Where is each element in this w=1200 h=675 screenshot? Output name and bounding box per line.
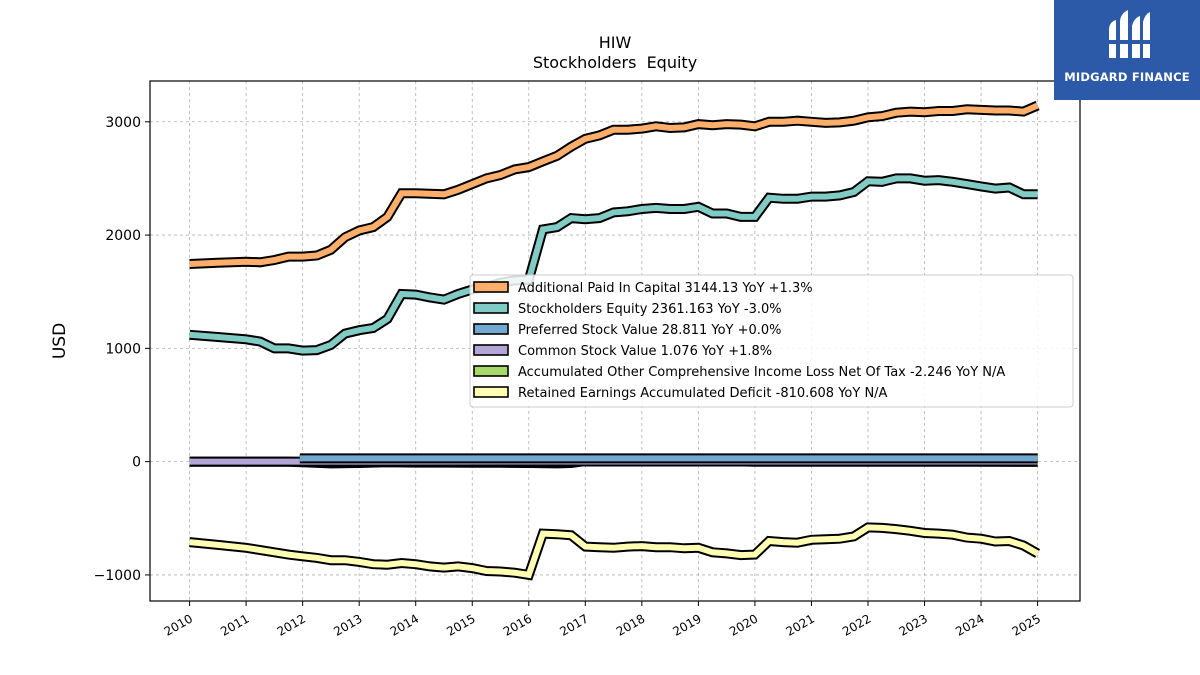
- y-tick-label: −1000: [94, 568, 141, 584]
- series-1: [189, 173, 1038, 356]
- series-line: [189, 524, 1040, 579]
- midgard-finance-logo: MIDGARD FINANCE: [1054, 0, 1200, 100]
- legend-entry: Retained Earnings Accumulated Deficit -8…: [518, 386, 888, 401]
- series-line: [189, 102, 1039, 267]
- midgard-logo-icon: [1106, 10, 1152, 58]
- y-tick-label: 1000: [105, 341, 141, 357]
- chart-subtitle: Stockholders Equity: [533, 53, 697, 72]
- legend-swatch: [473, 281, 509, 293]
- x-tick-label: 2025: [1010, 611, 1043, 638]
- x-tick-label: 2022: [840, 611, 873, 638]
- x-tick-label: 2021: [784, 611, 817, 638]
- x-tick-label: 2018: [614, 611, 647, 638]
- legend-box: [469, 274, 1074, 408]
- legend-entry: Stockholders Equity 2361.163 YoY -3.0%: [518, 302, 782, 317]
- series-5: [189, 522, 1041, 581]
- x-tick-label: 2023: [897, 611, 930, 638]
- chart-title: HIW: [599, 33, 632, 52]
- x-tick-label: 2015: [444, 611, 477, 638]
- logo-text: MIDGARD FINANCE: [1064, 70, 1190, 84]
- legend: Additional Paid In Capital 3144.13 YoY +…: [469, 274, 1074, 408]
- legend-swatch: [473, 302, 509, 314]
- x-tick-label: 2011: [218, 611, 251, 638]
- legend-swatch: [473, 323, 509, 335]
- series-line: [189, 175, 1038, 354]
- legend-entry: Additional Paid In Capital 3144.13 YoY +…: [518, 281, 813, 296]
- x-tick-label: 2012: [275, 611, 308, 638]
- legend-swatch: [473, 386, 509, 398]
- x-tick-label: 2016: [501, 611, 534, 638]
- y-axis-label: USD: [50, 323, 70, 359]
- legend-entry: Common Stock Value 1.076 YoY +1.8%: [518, 344, 772, 359]
- legend-swatch: [473, 365, 509, 377]
- legend-entry: Preferred Stock Value 28.811 YoY +0.0%: [518, 323, 782, 338]
- plot-frame: [149, 80, 1081, 602]
- y-tick-label: 3000: [105, 115, 141, 131]
- x-tick-label: 2020: [727, 611, 760, 638]
- x-tick-label: 2010: [162, 611, 195, 638]
- x-tick-label: 2014: [388, 611, 421, 638]
- series-0: [189, 100, 1040, 269]
- legend-entry: Accumulated Other Comprehensive Income L…: [518, 365, 1005, 380]
- x-tick-label: 2017: [557, 611, 590, 638]
- legend-swatch: [473, 344, 509, 356]
- series-layer: [189, 100, 1041, 581]
- x-tick-label: 2019: [670, 611, 703, 638]
- y-tick-label: 2000: [105, 228, 141, 244]
- x-axis: 2010 2011 2012 2013 2014 2015 2016 2017 2018 2019…: [162, 601, 1043, 639]
- series-line-outline: [189, 522, 1041, 581]
- x-tick-label: 2013: [331, 611, 364, 638]
- x-tick-label: 2024: [953, 611, 986, 638]
- y-axis: −1000 0 1000 2000 3000: [94, 115, 150, 584]
- y-tick-label: 0: [132, 455, 141, 471]
